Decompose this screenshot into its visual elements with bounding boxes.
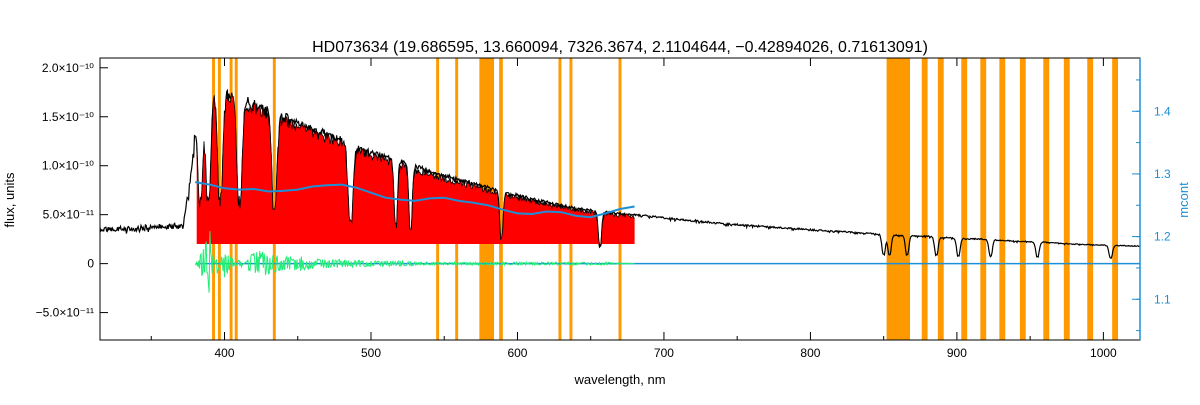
y-axis-label: flux, units xyxy=(2,172,17,227)
masked-band-9 xyxy=(558,58,562,340)
x-tick-label-800: 800 xyxy=(800,346,820,360)
masked-band-22 xyxy=(1112,58,1119,340)
masked-band-14 xyxy=(937,58,944,340)
y-tick-label-4: 1.5×10⁻¹⁰ xyxy=(42,110,94,124)
y-axis: −5.0×10⁻¹¹ 0 5.0×10⁻¹¹ 1.0×10⁻¹⁰ 1.5×10⁻¹⁰ 2.… xyxy=(36,61,108,320)
masked-band-12 xyxy=(886,58,911,340)
series-residual xyxy=(194,231,635,293)
y2-axis-label: mcont xyxy=(1176,182,1191,218)
masked-band-21 xyxy=(1087,58,1094,340)
series-continuum xyxy=(195,181,635,219)
y2-axis: 1.1 1.2 1.3 1.4 xyxy=(1132,58,1171,340)
y2-tick-label-3: 1.4 xyxy=(1154,104,1171,118)
x-tick-label-700: 700 xyxy=(654,346,674,360)
x-axis-label: wavelength, nm xyxy=(573,372,665,387)
x-tick-label-500: 500 xyxy=(361,346,381,360)
masked-band-17 xyxy=(999,58,1006,340)
chart-title: HD073634 (19.686595, 13.660094, 7326.367… xyxy=(312,39,928,56)
x-tick-label-400: 400 xyxy=(214,346,234,360)
y2-tick-label-0: 1.1 xyxy=(1154,292,1171,306)
masked-band-4 xyxy=(272,58,276,340)
y-tick-label-2: 5.0×10⁻¹¹ xyxy=(43,208,94,222)
masked-band-8 xyxy=(499,58,503,340)
series-group xyxy=(99,88,1141,293)
masked-band-10 xyxy=(569,58,573,340)
masked-band-19 xyxy=(1043,58,1050,340)
y2-tick-label-2: 1.3 xyxy=(1154,167,1171,181)
x-tick-label-600: 600 xyxy=(507,346,527,360)
y2-tick-label-1: 1.2 xyxy=(1154,230,1171,244)
masked-band-13 xyxy=(921,58,928,340)
y-tick-label-3: 1.0×10⁻¹⁰ xyxy=(42,159,94,173)
x-axis: 400 500 600 700 800 900 1000 xyxy=(150,58,1117,360)
y-tick-label-1: 0 xyxy=(87,257,94,271)
masked-band-20 xyxy=(1063,58,1070,340)
x-tick-label-900: 900 xyxy=(947,346,967,360)
y-tick-label-5: 2.0×10⁻¹⁰ xyxy=(42,61,94,75)
y-tick-label-0: −5.0×10⁻¹¹ xyxy=(36,306,94,320)
x-tick-label-1000: 1000 xyxy=(1090,346,1117,360)
masked-band-15 xyxy=(961,58,968,340)
series-model-flux xyxy=(196,93,635,246)
masked-band-18 xyxy=(1019,58,1026,340)
masked-band-16 xyxy=(980,58,987,340)
masked-band-11 xyxy=(618,58,622,340)
